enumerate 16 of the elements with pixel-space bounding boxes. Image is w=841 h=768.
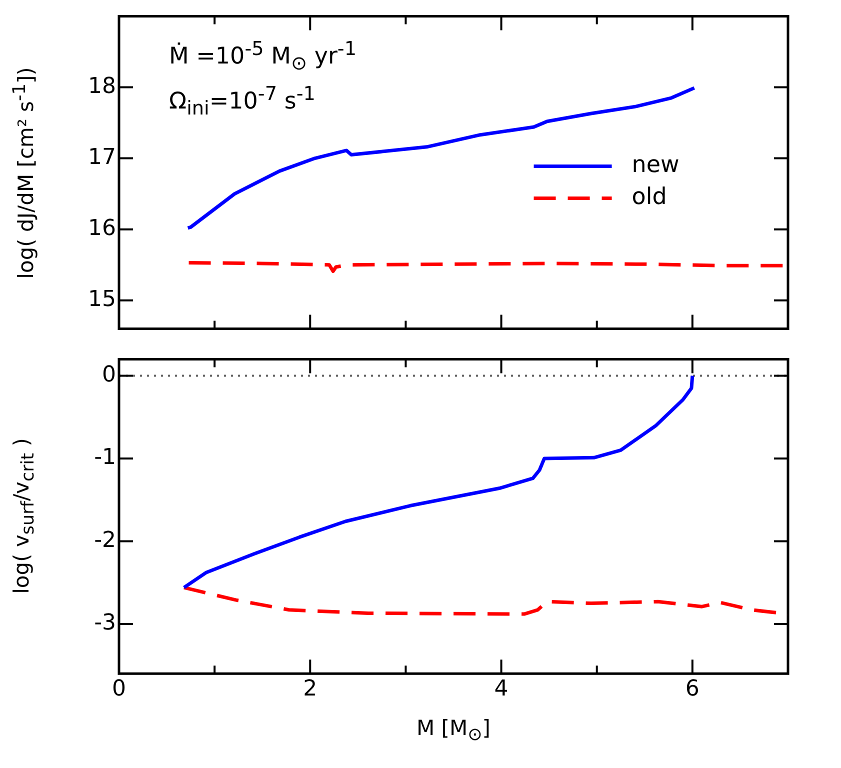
y-tick-label: 16 xyxy=(88,216,116,242)
legend-label: new xyxy=(632,152,680,178)
y-tick-label: 18 xyxy=(88,74,116,99)
annotation: Ṁ =10$^{-5}$ M$_{⊙}$ yr$^{-1}$ xyxy=(169,36,357,76)
y-tick-label: -1 xyxy=(94,445,116,470)
y-tick-label: 0 xyxy=(102,362,116,388)
x-axis-title: M [M$_{⊙}$] xyxy=(416,716,490,745)
y-tick-label: -2 xyxy=(94,528,116,553)
y-tick-label: 17 xyxy=(88,145,116,170)
x-tick-label: 6 xyxy=(685,676,700,702)
x-tick-label: 4 xyxy=(494,676,508,702)
legend-label: old xyxy=(632,184,667,210)
y-tick-label: -3 xyxy=(94,610,116,636)
annotation: Ω$_{ini}$=10$^{-7}$ s$^{-1}$ xyxy=(169,81,316,122)
x-tick-label: 2 xyxy=(303,676,318,702)
y-tick-label: 15 xyxy=(88,287,116,312)
